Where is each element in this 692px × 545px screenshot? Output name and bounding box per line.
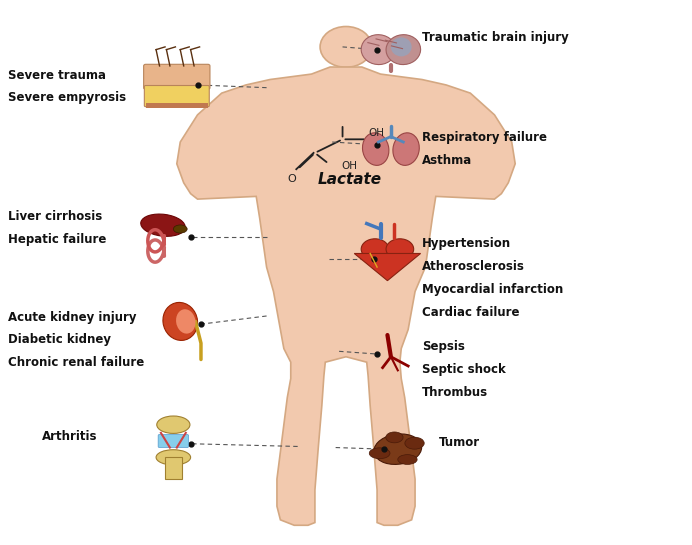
Text: Liver cirrhosis: Liver cirrhosis xyxy=(8,210,102,223)
Ellipse shape xyxy=(361,35,396,64)
Ellipse shape xyxy=(156,450,190,465)
Ellipse shape xyxy=(386,35,421,64)
Ellipse shape xyxy=(391,38,412,57)
Text: OH: OH xyxy=(369,128,385,138)
Ellipse shape xyxy=(398,455,417,464)
FancyBboxPatch shape xyxy=(146,104,208,108)
Text: OH: OH xyxy=(341,161,357,172)
Ellipse shape xyxy=(370,448,390,459)
FancyBboxPatch shape xyxy=(145,86,209,107)
FancyBboxPatch shape xyxy=(158,434,188,447)
Text: Hypertension: Hypertension xyxy=(422,237,511,250)
Text: Chronic renal failure: Chronic renal failure xyxy=(8,356,144,369)
Text: Respiratory failure: Respiratory failure xyxy=(422,131,547,144)
Ellipse shape xyxy=(363,133,389,165)
Ellipse shape xyxy=(163,302,198,341)
Text: Tumor: Tumor xyxy=(439,435,480,449)
Text: Severe empyrosis: Severe empyrosis xyxy=(8,92,126,105)
Text: Thrombus: Thrombus xyxy=(422,386,488,399)
Ellipse shape xyxy=(405,437,424,449)
Ellipse shape xyxy=(157,416,190,433)
PathPatch shape xyxy=(176,67,516,525)
Ellipse shape xyxy=(393,133,419,165)
Text: Septic shock: Septic shock xyxy=(422,364,506,376)
Polygon shape xyxy=(354,253,421,281)
Text: Traumatic brain injury: Traumatic brain injury xyxy=(422,31,569,44)
Text: Acute kidney injury: Acute kidney injury xyxy=(8,311,136,324)
Text: Myocardial infarction: Myocardial infarction xyxy=(422,283,563,296)
Text: Arthritis: Arthritis xyxy=(42,430,98,443)
Text: Lactate: Lactate xyxy=(318,172,381,187)
Ellipse shape xyxy=(174,225,187,233)
Ellipse shape xyxy=(386,239,414,259)
Ellipse shape xyxy=(176,309,196,334)
Text: Atherosclerosis: Atherosclerosis xyxy=(422,260,525,273)
Text: Cardiac failure: Cardiac failure xyxy=(422,306,520,319)
Ellipse shape xyxy=(374,434,421,464)
Ellipse shape xyxy=(140,214,185,237)
Text: Severe trauma: Severe trauma xyxy=(8,69,106,82)
Ellipse shape xyxy=(361,239,389,259)
FancyBboxPatch shape xyxy=(144,64,210,89)
Text: Diabetic kidney: Diabetic kidney xyxy=(8,334,111,347)
Text: O: O xyxy=(288,173,296,184)
FancyBboxPatch shape xyxy=(165,457,181,479)
Text: Sepsis: Sepsis xyxy=(422,341,465,354)
Ellipse shape xyxy=(320,27,372,67)
Ellipse shape xyxy=(386,432,403,443)
Text: Hepatic failure: Hepatic failure xyxy=(8,233,106,246)
Text: Asthma: Asthma xyxy=(422,154,472,167)
